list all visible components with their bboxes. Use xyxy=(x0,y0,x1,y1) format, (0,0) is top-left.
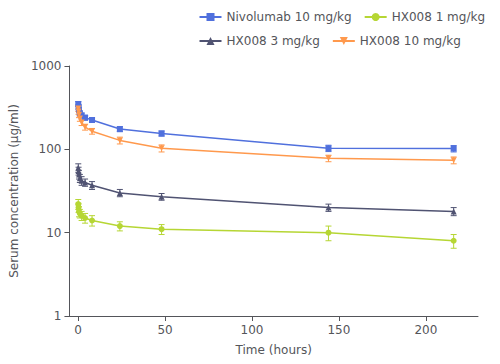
svg-text:0: 0 xyxy=(74,323,82,337)
svg-text:100: 100 xyxy=(241,323,264,337)
svg-text:Serum concentration (μg/ml): Serum concentration (μg/ml) xyxy=(7,104,21,278)
svg-text:Nivolumab 10 mg/kg: Nivolumab 10 mg/kg xyxy=(227,10,352,24)
svg-text:200: 200 xyxy=(414,323,437,337)
svg-text:50: 50 xyxy=(157,323,172,337)
svg-text:Time (hours): Time (hours) xyxy=(235,343,312,357)
svg-text:100: 100 xyxy=(39,142,62,156)
svg-text:150: 150 xyxy=(327,323,350,337)
svg-text:10: 10 xyxy=(46,226,61,240)
svg-text:1: 1 xyxy=(54,309,62,323)
svg-text:HX008 3 mg/kg: HX008 3 mg/kg xyxy=(227,34,320,48)
svg-text:HX008 1 mg/kg: HX008 1 mg/kg xyxy=(392,10,485,24)
svg-text:HX008 10 mg/kg: HX008 10 mg/kg xyxy=(360,34,461,48)
svg-text:1000: 1000 xyxy=(31,59,62,73)
